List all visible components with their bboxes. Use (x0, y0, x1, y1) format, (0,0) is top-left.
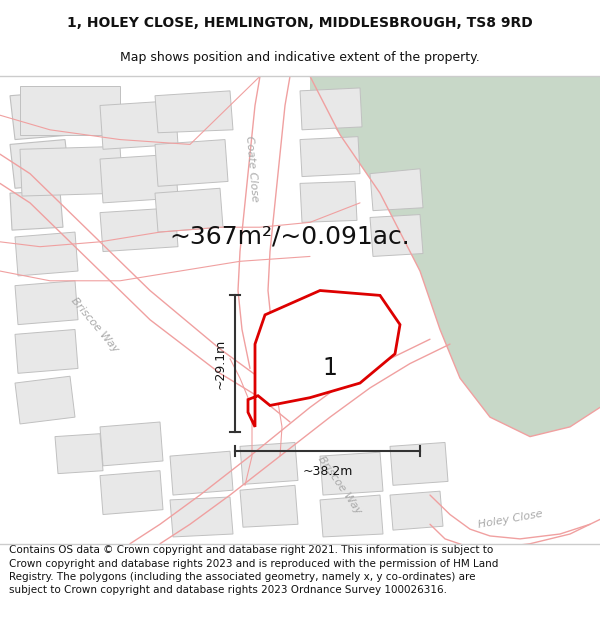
Polygon shape (100, 422, 163, 466)
Polygon shape (170, 451, 233, 495)
Text: Briscoe Way: Briscoe Way (316, 454, 364, 516)
Polygon shape (300, 137, 360, 177)
Polygon shape (155, 188, 223, 232)
Text: ~38.2m: ~38.2m (302, 465, 353, 478)
Polygon shape (370, 169, 423, 211)
Polygon shape (320, 495, 383, 537)
Polygon shape (155, 139, 228, 186)
Polygon shape (300, 88, 362, 130)
Polygon shape (248, 291, 400, 427)
Polygon shape (320, 452, 383, 495)
Polygon shape (20, 86, 120, 134)
Polygon shape (170, 497, 233, 537)
Polygon shape (310, 76, 600, 437)
Polygon shape (100, 208, 178, 251)
Polygon shape (370, 214, 423, 256)
Polygon shape (100, 471, 163, 514)
Text: 1: 1 (323, 356, 337, 381)
Text: Map shows position and indicative extent of the property.: Map shows position and indicative extent… (120, 51, 480, 64)
Polygon shape (20, 146, 123, 196)
Polygon shape (100, 101, 178, 149)
Polygon shape (15, 376, 75, 424)
Polygon shape (390, 491, 443, 530)
Text: Contains OS data © Crown copyright and database right 2021. This information is : Contains OS data © Crown copyright and d… (9, 545, 499, 595)
Polygon shape (55, 434, 103, 474)
Text: Briscoe Way: Briscoe Way (69, 295, 121, 354)
Polygon shape (240, 485, 298, 528)
Polygon shape (155, 91, 233, 132)
Polygon shape (15, 329, 78, 373)
Polygon shape (240, 442, 298, 484)
Polygon shape (10, 139, 70, 188)
Polygon shape (10, 191, 63, 230)
Text: Coate Close: Coate Close (244, 135, 260, 202)
Polygon shape (10, 91, 75, 139)
Polygon shape (390, 442, 448, 485)
Text: 1, HOLEY CLOSE, HEMLINGTON, MIDDLESBROUGH, TS8 9RD: 1, HOLEY CLOSE, HEMLINGTON, MIDDLESBROUG… (67, 16, 533, 30)
Text: ~367m²/~0.091ac.: ~367m²/~0.091ac. (170, 225, 410, 249)
Polygon shape (15, 232, 78, 276)
Polygon shape (300, 181, 357, 222)
Polygon shape (15, 281, 78, 324)
Text: ~29.1m: ~29.1m (214, 339, 227, 389)
Text: Holey Close: Holey Close (477, 509, 543, 530)
Polygon shape (100, 154, 178, 203)
